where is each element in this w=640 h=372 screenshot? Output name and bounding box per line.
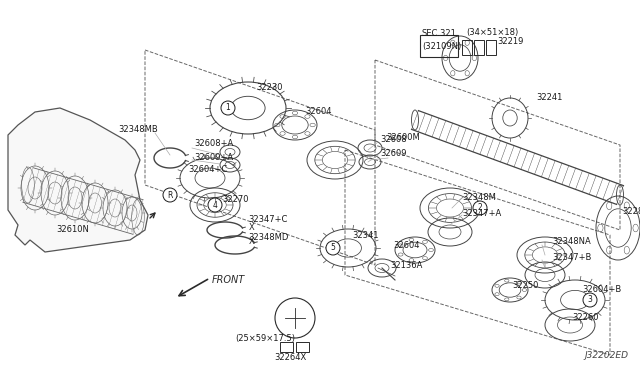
Circle shape: [583, 293, 597, 307]
Text: 32348MD: 32348MD: [248, 234, 289, 243]
Circle shape: [326, 241, 340, 255]
Text: 32348M: 32348M: [462, 192, 496, 202]
Text: (32109N): (32109N): [422, 42, 461, 51]
Circle shape: [473, 201, 487, 215]
Text: 3: 3: [588, 295, 593, 305]
Circle shape: [208, 198, 222, 212]
Text: (25×59×17.5): (25×59×17.5): [235, 334, 295, 343]
Text: (34×51×18): (34×51×18): [466, 28, 518, 36]
Text: J32202ED: J32202ED: [584, 351, 628, 360]
Text: 32264X: 32264X: [274, 353, 306, 362]
Text: 32270: 32270: [222, 196, 248, 205]
Polygon shape: [8, 108, 148, 252]
Text: 32347+B: 32347+B: [552, 253, 591, 262]
Text: 32241: 32241: [536, 93, 563, 103]
Text: SEC.321: SEC.321: [422, 29, 457, 38]
Text: X: X: [249, 237, 255, 247]
Circle shape: [163, 188, 177, 202]
Text: 32610N: 32610N: [56, 225, 89, 234]
Text: 1: 1: [226, 103, 230, 112]
Text: 32136A: 32136A: [390, 260, 422, 269]
Text: 32608: 32608: [380, 135, 406, 144]
Text: 32347+A: 32347+A: [462, 208, 501, 218]
Text: 32348MB: 32348MB: [118, 125, 157, 135]
Text: 32219: 32219: [497, 38, 524, 46]
Text: 32604: 32604: [305, 108, 332, 116]
Text: 32604: 32604: [393, 241, 419, 250]
Text: 2: 2: [477, 203, 483, 212]
Circle shape: [221, 101, 235, 115]
Text: 32341: 32341: [352, 231, 378, 240]
Text: 32285: 32285: [622, 208, 640, 217]
Text: 32260: 32260: [572, 314, 598, 323]
Text: 32600M: 32600M: [386, 134, 420, 142]
Text: 32250: 32250: [512, 280, 538, 289]
Text: 32609+A: 32609+A: [194, 153, 233, 161]
Text: 4: 4: [212, 201, 218, 209]
Text: FRONT: FRONT: [212, 275, 245, 285]
Text: R: R: [167, 190, 173, 199]
Text: 32230: 32230: [256, 83, 282, 93]
Text: 32348NA: 32348NA: [552, 237, 591, 247]
Text: 32604+B: 32604+B: [582, 285, 621, 295]
Text: 5: 5: [331, 244, 335, 253]
Text: 32608+A: 32608+A: [194, 138, 233, 148]
Text: 32347+C: 32347+C: [248, 215, 287, 224]
Text: 32609: 32609: [380, 148, 406, 157]
Text: X: X: [249, 224, 255, 232]
Text: 32604+C: 32604+C: [188, 166, 227, 174]
